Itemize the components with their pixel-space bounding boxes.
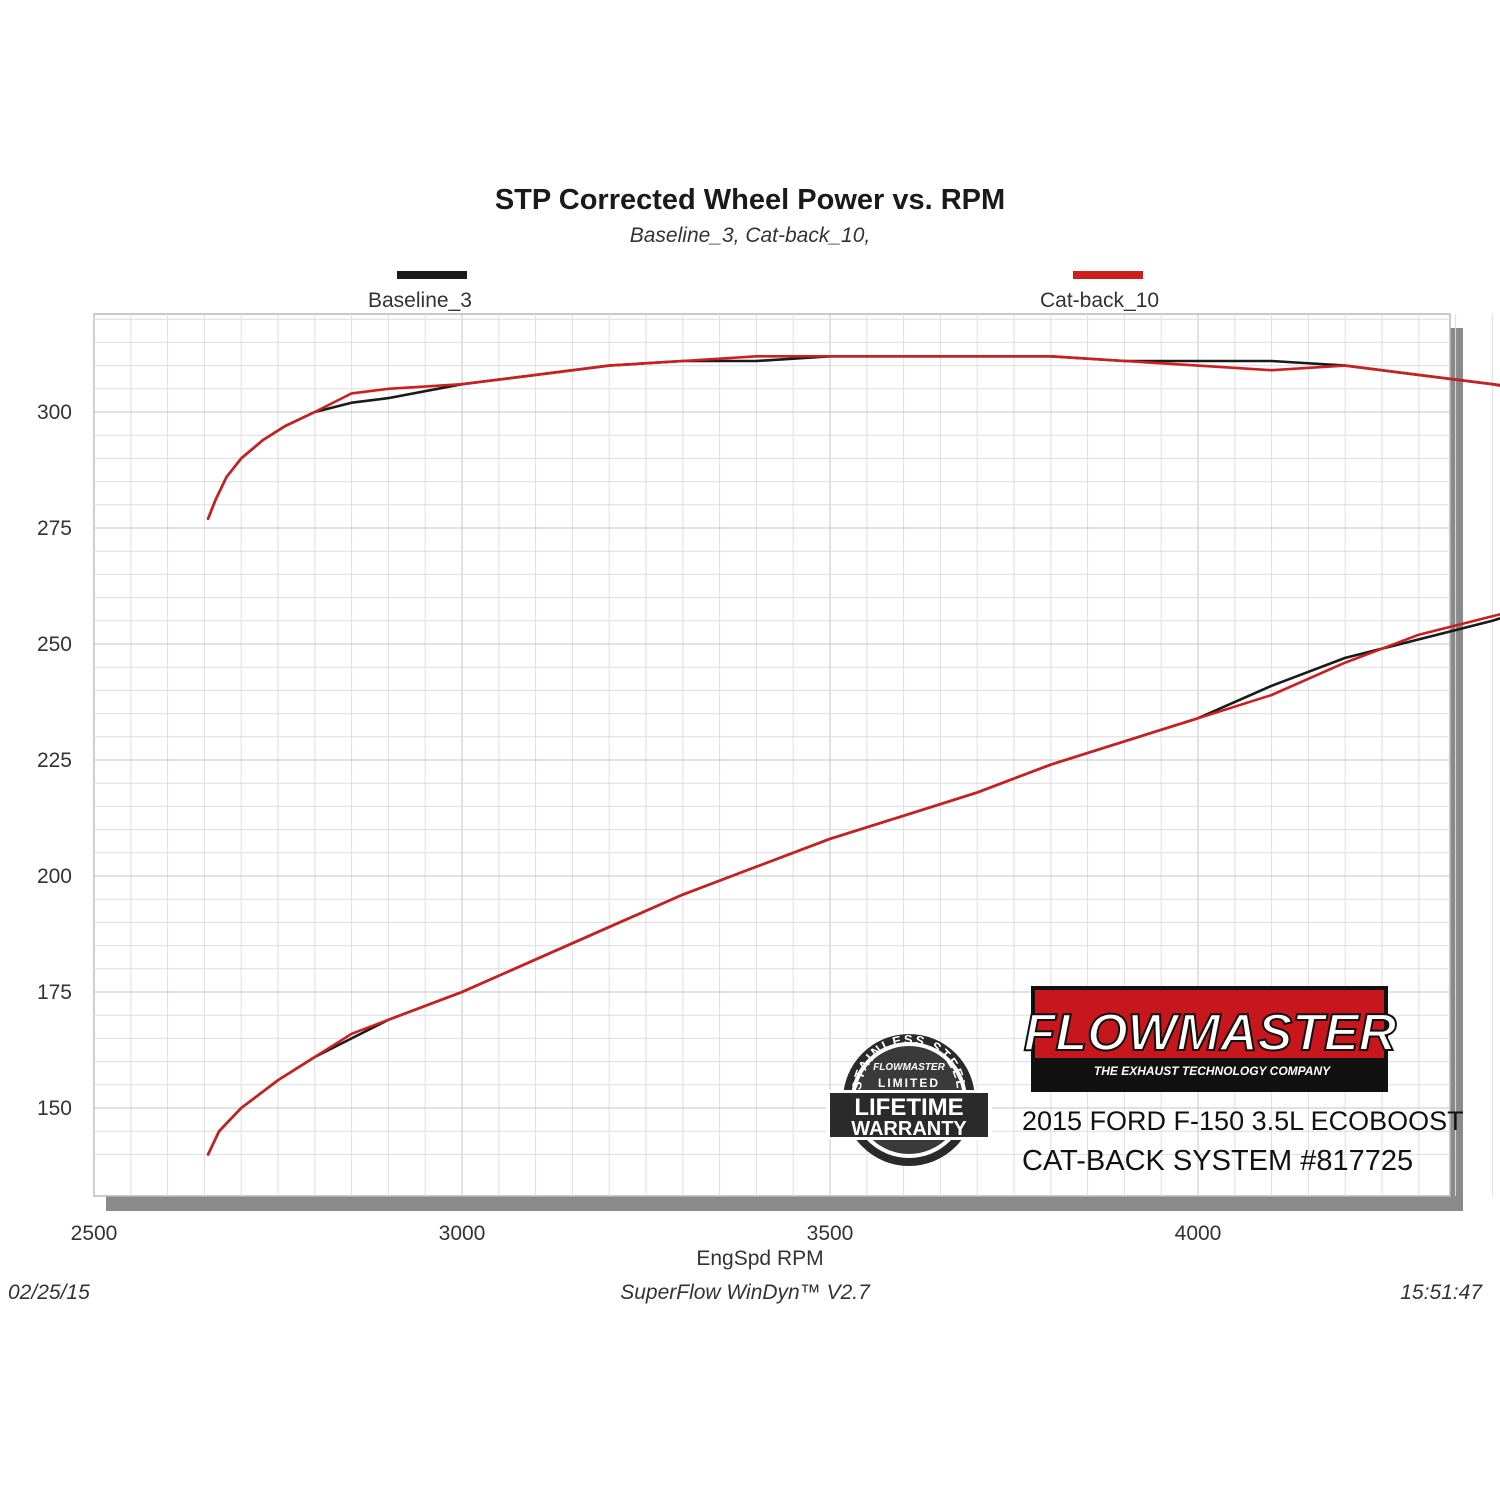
x-axis-ticks: 25003000350040004500500055006000 [71, 1222, 1222, 1245]
footer-date: 02/25/15 [8, 1281, 90, 1304]
y-tick-label: 175 [37, 981, 72, 1004]
y-tick-label: 200 [37, 865, 72, 888]
y-tick-label: 300 [37, 401, 72, 424]
flowmaster-logo: FLOWMASTER THE EXHAUST TECHNOLOGY COMPAN… [1023, 986, 1398, 1092]
series-line-catback-torque [206, 355, 1500, 520]
badge-line3: WARRANTY [851, 1118, 967, 1140]
y-tick-label: 150 [37, 1097, 72, 1120]
x-axis-label: EngSpd RPM [696, 1247, 824, 1270]
plot-shadow-bottom [106, 1196, 1463, 1211]
logo-wordmark: FLOWMASTER [1024, 1004, 1397, 1062]
badge-line2: LIFETIME [854, 1094, 963, 1121]
x-tick-label: 3500 [807, 1222, 854, 1245]
footer-software: SuperFlow WinDyn™ V2.7 [620, 1281, 870, 1304]
logo-tagline: THE EXHAUST TECHNOLOGY COMPANY [1094, 1064, 1331, 1078]
series-lines [206, 355, 1500, 1156]
series-line-catback-power [206, 612, 1500, 1156]
grid [93, 314, 1493, 1196]
warranty-badge: STAINLESS STEEL FLOWMASTER LIMITED LIFET… [826, 1032, 992, 1166]
y-tick-label: 250 [37, 633, 72, 656]
legend-label-catback: Cat-back_10 [1040, 289, 1160, 312]
legend-swatch-baseline [397, 271, 467, 279]
x-tick-label: 3000 [439, 1222, 486, 1245]
legend-label-baseline: Baseline_3 [368, 289, 472, 312]
vehicle-line-1: 2015 FORD F-150 3.5L ECOBOOST [1022, 1106, 1464, 1136]
badge-brand: FLOWMASTER [873, 1062, 945, 1073]
chart-title: STP Corrected Wheel Power vs. RPM [494, 184, 1006, 216]
y-tick-label: 225 [37, 749, 72, 772]
y-axis-ticks: 150 175 200 225 250 275 300 [37, 401, 72, 1120]
badge-line1: LIMITED [878, 1076, 940, 1090]
footer-time: 15:51:47 [1400, 1281, 1482, 1304]
x-tick-label: 2500 [71, 1222, 118, 1245]
x-tick-label: 4000 [1175, 1222, 1222, 1245]
legend-swatch-catback [1073, 271, 1143, 279]
chart-subtitle: Baseline_3, Cat-back_10, [629, 224, 871, 247]
vehicle-line-2: CAT-BACK SYSTEM #817725 [1022, 1145, 1414, 1177]
y-tick-label: 275 [37, 517, 72, 540]
